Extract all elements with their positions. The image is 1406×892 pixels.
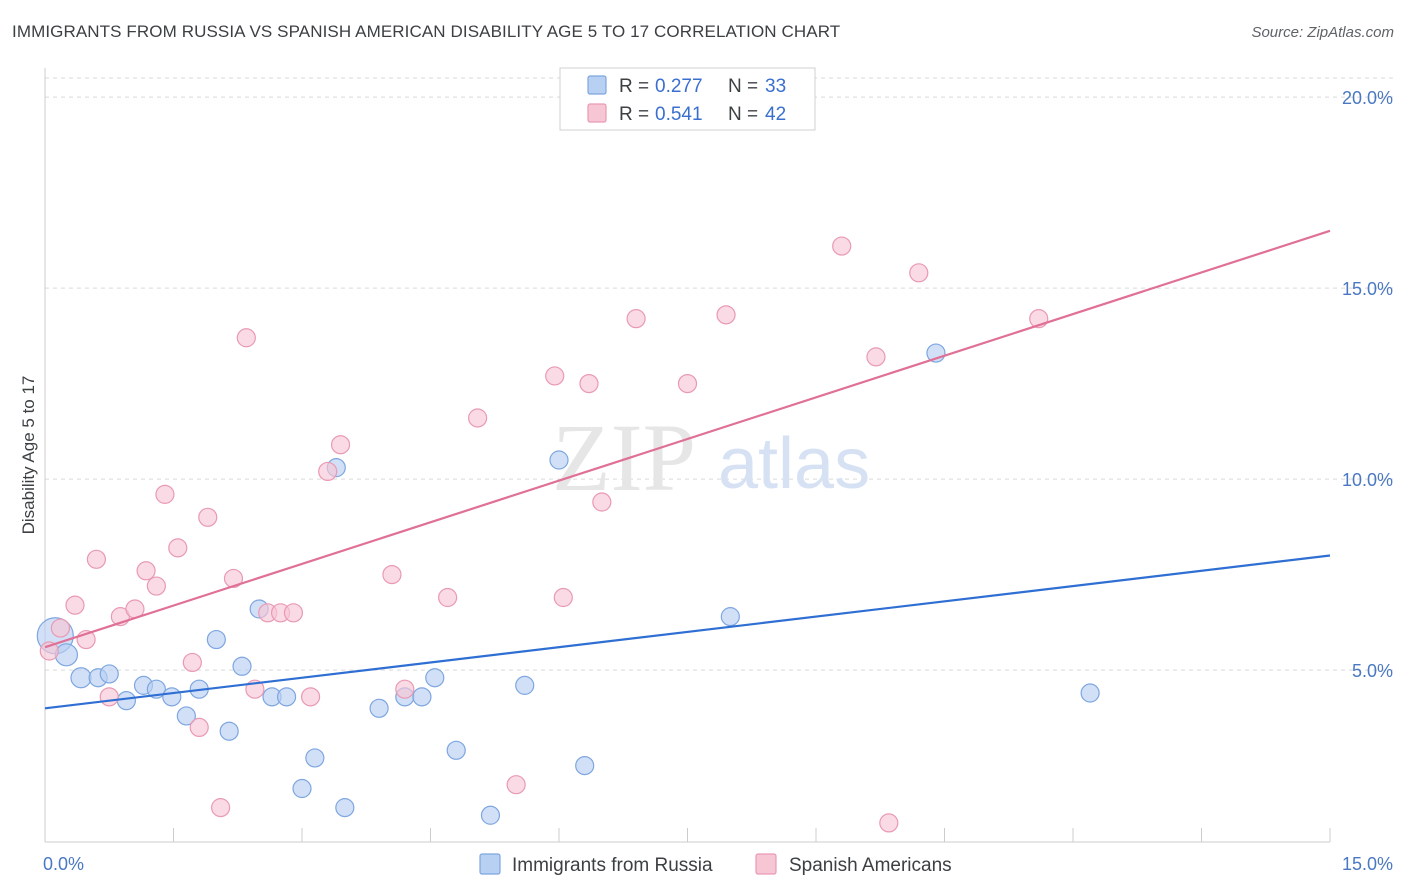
spanish-point [866, 347, 886, 367]
russia-point [369, 698, 389, 718]
watermark-atlas: atlas [718, 424, 870, 504]
legend-r-label: R = [619, 104, 649, 125]
spanish-point [553, 587, 573, 608]
russia-point [206, 629, 226, 650]
russia-point [276, 687, 297, 707]
legend-swatch-spanish [587, 103, 607, 123]
bottom-legend-label-spanish: Spanish Americans [789, 855, 952, 876]
spanish-point [395, 679, 415, 699]
spanish-trend-line [44, 229, 1331, 649]
points-layer [36, 236, 1100, 833]
russia-point [480, 805, 501, 825]
russia-point [232, 656, 252, 676]
spanish-point [382, 564, 402, 585]
russia-trend-line [44, 554, 1331, 710]
russia-point [99, 664, 119, 684]
spanish-point [318, 461, 338, 482]
spanish-point [182, 652, 202, 673]
spanish-point [879, 813, 899, 833]
y-tick-label: 5.0% [1352, 661, 1393, 681]
russia-point [549, 450, 569, 470]
spanish-point [716, 305, 736, 325]
russia-point [305, 748, 325, 768]
spanish-point [155, 484, 175, 504]
russia-point [412, 687, 432, 707]
russia-point [446, 740, 466, 760]
tick-layer: 5.0% 10.0% 15.0% 20.0% 0.0% 15.0% [43, 88, 1393, 874]
russia-point [515, 675, 535, 695]
axis-layer [44, 68, 1331, 843]
y-tick-label: 10.0% [1342, 470, 1393, 490]
russia-point [425, 668, 445, 688]
legend-r-label: R = [619, 76, 649, 97]
russia-point [54, 643, 79, 667]
legend-n-value: 42 [765, 104, 786, 125]
spanish-point [626, 309, 646, 329]
russia-point [1080, 683, 1100, 703]
spanish-point [592, 492, 612, 512]
trend-layer [44, 229, 1331, 710]
spanish-point [506, 775, 526, 795]
spanish-point [136, 561, 156, 581]
legend-n-label: N = [728, 76, 758, 97]
spanish-point [468, 408, 488, 428]
bottom-legend-swatch-spanish [755, 853, 777, 875]
russia-point [335, 798, 355, 818]
spanish-point [330, 435, 351, 455]
y-tick-label: 15.0% [1342, 279, 1393, 299]
spanish-point [189, 717, 209, 738]
x-tick-label: 0.0% [43, 854, 84, 874]
russia-point [70, 667, 92, 689]
spanish-point [300, 687, 321, 707]
y-axis-label: Disability Age 5 to 17 [19, 376, 38, 535]
chart-title: IMMIGRANTS FROM RUSSIA VS SPANISH AMERIC… [12, 22, 841, 41]
russia-point [575, 755, 595, 776]
spanish-point [677, 374, 698, 394]
spanish-point [832, 236, 852, 256]
spanish-point [236, 328, 256, 348]
spanish-point [283, 603, 304, 623]
spanish-point [168, 538, 188, 558]
spanish-point [545, 366, 565, 386]
bottom-legend-swatch-russia [479, 853, 501, 875]
legend-n-value: 33 [765, 76, 786, 97]
spanish-point [579, 374, 599, 394]
spanish-point [211, 798, 231, 818]
spanish-point [223, 568, 244, 589]
top-legend: R = 0.277 N = 33 R = 0.541 N = 42 [559, 67, 816, 131]
spanish-point [146, 576, 166, 596]
legend-r-value: 0.277 [655, 76, 703, 97]
legend-r-value: 0.541 [655, 104, 703, 125]
russia-point [219, 721, 239, 741]
russia-point [116, 691, 136, 711]
spanish-point [909, 263, 929, 283]
y-tick-label: 20.0% [1342, 88, 1393, 108]
russia-point [292, 778, 312, 799]
russia-point [176, 706, 196, 726]
watermark: ZIP atlas [552, 404, 870, 511]
legend-n-label: N = [728, 104, 758, 125]
spanish-point [65, 595, 85, 615]
russia-point [162, 687, 182, 707]
spanish-point [198, 507, 218, 527]
source-label: Source: ZipAtlas.com [1251, 24, 1394, 41]
bottom-legend: Immigrants from Russia Spanish Americans [479, 853, 952, 876]
x-tick-label: 15.0% [1342, 854, 1393, 874]
spanish-point [99, 687, 119, 707]
spanish-point [438, 587, 458, 608]
russia-point [720, 607, 740, 627]
legend-swatch-russia [587, 75, 607, 95]
spanish-point [50, 618, 71, 638]
watermark-zip: ZIP [552, 404, 696, 511]
bottom-legend-label-russia: Immigrants from Russia [512, 855, 713, 876]
spanish-point [86, 549, 107, 569]
